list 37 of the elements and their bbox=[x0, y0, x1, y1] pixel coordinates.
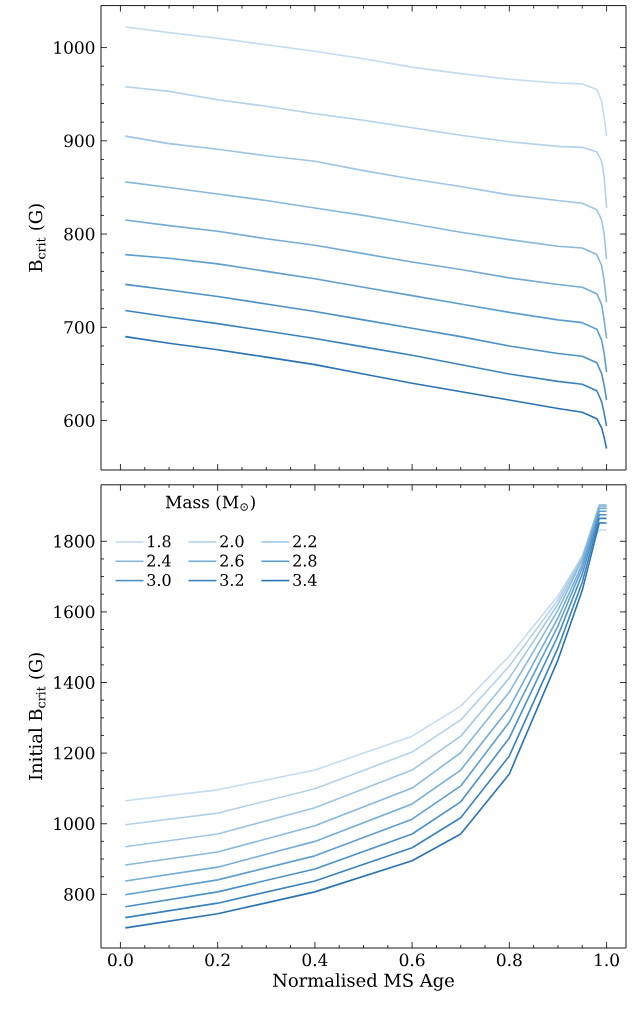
x-axis-title: Normalised MS Age bbox=[273, 973, 454, 991]
line-series bbox=[124, 85, 608, 209]
x-tick-label: 0.8 bbox=[496, 953, 522, 967]
y-tick-label: 600 bbox=[64, 414, 95, 427]
line-series bbox=[124, 283, 608, 401]
y-tick-label: 1000 bbox=[54, 817, 95, 831]
y-tick-label: 800 bbox=[64, 887, 95, 901]
x-tick-label: 0.6 bbox=[399, 953, 425, 967]
legend-label: 2.4 bbox=[147, 554, 171, 567]
line-series bbox=[124, 135, 608, 261]
legend-title: Mass (M$_{⊙}$) bbox=[165, 495, 255, 511]
x-tick-label: 0.4 bbox=[302, 953, 328, 967]
y-axis-title: B$_{crit}$ (G) bbox=[28, 204, 46, 272]
line-series bbox=[124, 219, 608, 340]
legend-label: 2.0 bbox=[220, 535, 244, 548]
y-tick-label: 700 bbox=[64, 320, 95, 334]
y-tick-label: 1400 bbox=[54, 676, 95, 689]
y-tick-label: 1600 bbox=[54, 605, 95, 619]
legend-label: 3.4 bbox=[293, 573, 317, 586]
y-tick-label: 1200 bbox=[54, 746, 95, 760]
line-series bbox=[124, 253, 608, 373]
y-tick-label: 800 bbox=[64, 227, 95, 241]
legend-label: 3.0 bbox=[147, 573, 171, 586]
x-tick-label: 0.0 bbox=[108, 953, 133, 967]
legend-label: 1.8 bbox=[148, 535, 171, 548]
legend-label: 3.2 bbox=[220, 573, 243, 586]
y-tick-label: 1800 bbox=[54, 534, 95, 548]
x-tick-label: 1.0 bbox=[595, 953, 619, 967]
legend-label: 2.2 bbox=[293, 535, 316, 548]
x-tick-label: 0.2 bbox=[205, 953, 230, 967]
y-tick-label: 1000 bbox=[54, 41, 95, 54]
y-axis-title: Initial B$_{crit}$ (G) bbox=[28, 653, 46, 781]
legend-label: 2.6 bbox=[220, 554, 244, 567]
line-series bbox=[124, 181, 608, 303]
y-tick-label: 900 bbox=[64, 134, 95, 148]
legend-label: 2.8 bbox=[293, 554, 317, 567]
line-series bbox=[124, 26, 608, 137]
